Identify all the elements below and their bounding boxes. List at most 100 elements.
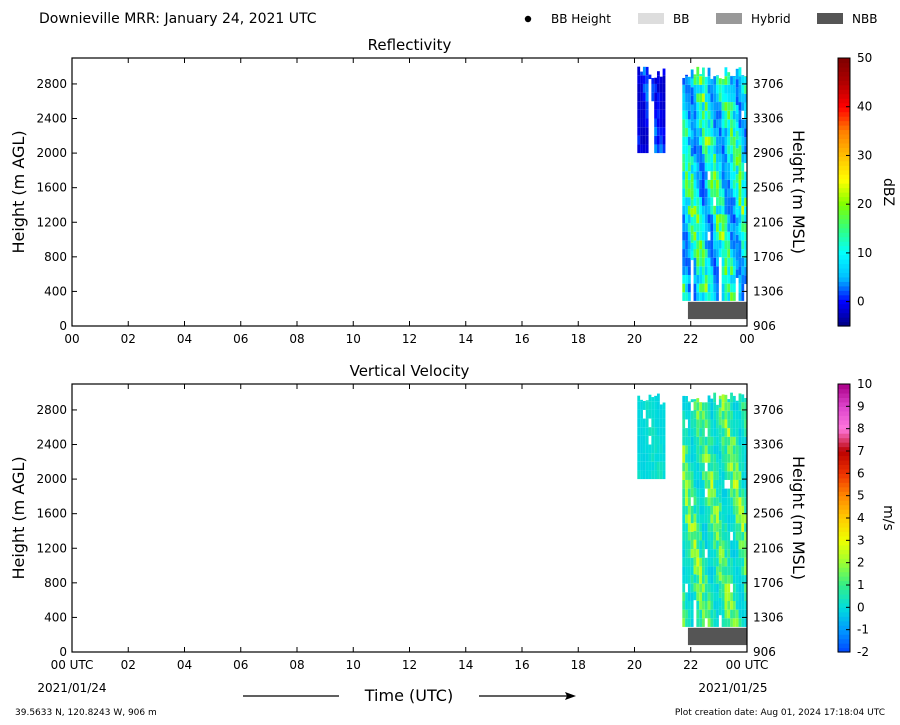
colorbar-segment [838, 75, 850, 81]
data-cell [699, 197, 702, 206]
data-cell [699, 454, 702, 463]
data-cell [741, 292, 745, 301]
data-cell [682, 77, 686, 85]
data-cell [702, 428, 705, 437]
data-cell [685, 549, 688, 558]
data-cell [732, 471, 736, 480]
data-cell [730, 240, 733, 250]
data-cell [693, 136, 697, 146]
data-cell [716, 110, 719, 120]
data-cell [651, 453, 655, 462]
data-cell [704, 523, 708, 532]
data-cell [687, 523, 691, 532]
data-cell [735, 70, 739, 80]
data-cell [716, 609, 719, 619]
data-cell [718, 179, 722, 189]
data-cell [682, 249, 686, 258]
data-cell [730, 197, 733, 206]
data-cell [744, 549, 747, 558]
data-cell [702, 197, 705, 206]
colorbar-segment [838, 482, 850, 488]
colorbar-segment [838, 598, 850, 604]
data-cell [662, 127, 666, 136]
data-cell [648, 394, 652, 402]
data-cell [693, 496, 697, 506]
data-cell [702, 549, 705, 558]
data-cell [732, 197, 736, 206]
data-cell [718, 399, 722, 408]
data-cell [730, 162, 733, 172]
data-cell [718, 563, 722, 572]
data-cell [735, 191, 739, 201]
data-cell [704, 231, 708, 241]
data-cell [713, 205, 717, 215]
data-cell [702, 128, 705, 137]
data-cell [707, 395, 711, 403]
data-cell [640, 418, 643, 428]
data-cell [682, 471, 686, 480]
colorbar-tick-label: 2 [857, 556, 865, 570]
data-cell [685, 257, 688, 267]
y-tick-right-label: 1706 [753, 250, 784, 264]
data-cell [707, 128, 711, 137]
data-cell [696, 410, 700, 420]
data-cell [685, 136, 688, 146]
data-cell [687, 240, 691, 250]
data-cell [702, 471, 705, 480]
data-cell [738, 205, 742, 215]
data-cell [690, 575, 694, 584]
data-cell [718, 442, 722, 451]
data-cell [724, 609, 728, 619]
data-cell [696, 223, 700, 232]
data-cell [721, 428, 725, 437]
data-cell [690, 531, 694, 541]
data-cell [696, 249, 700, 258]
data-cell [654, 461, 657, 471]
data-cell [651, 77, 655, 84]
data-cell [727, 592, 731, 601]
data-cell [713, 592, 717, 601]
data-cell [707, 67, 711, 77]
data-cell [713, 257, 717, 267]
data-cell [732, 410, 736, 420]
data-cell [704, 592, 708, 601]
data-cell [724, 410, 728, 420]
y-tick-label: 0 [59, 645, 67, 659]
data-cell [693, 171, 697, 180]
data-cell [724, 600, 728, 610]
data-cell [718, 571, 722, 581]
data-cell [662, 101, 666, 110]
data-cell [707, 566, 711, 576]
data-cell [741, 549, 745, 558]
data-cell [732, 76, 736, 77]
data-cell [690, 190, 694, 200]
colorbar-segment [838, 526, 850, 532]
data-cell [716, 274, 719, 284]
data-cell [716, 136, 719, 146]
data-cell [721, 84, 725, 94]
data-cell [707, 549, 711, 558]
colorbar-segment [838, 468, 850, 474]
data-cell [738, 102, 742, 111]
data-cell [685, 266, 688, 275]
data-cell [724, 119, 728, 129]
data-cell [741, 136, 745, 146]
data-cell [696, 188, 700, 198]
data-cell [744, 540, 747, 550]
data-cell [699, 410, 702, 420]
data-cell [657, 109, 660, 119]
data-cell [744, 145, 747, 155]
data-cell [716, 102, 719, 111]
colorbar-segment [838, 169, 850, 175]
data-cell [735, 618, 739, 627]
data-cell [724, 436, 728, 446]
data-cell [735, 436, 739, 446]
data-cell [696, 171, 700, 180]
data-cell [724, 514, 728, 524]
data-cell [718, 502, 722, 512]
data-cell [637, 427, 641, 436]
data-cell [721, 223, 725, 232]
data-cell [699, 523, 702, 532]
data-cell [724, 445, 728, 455]
data-cell [687, 488, 691, 498]
